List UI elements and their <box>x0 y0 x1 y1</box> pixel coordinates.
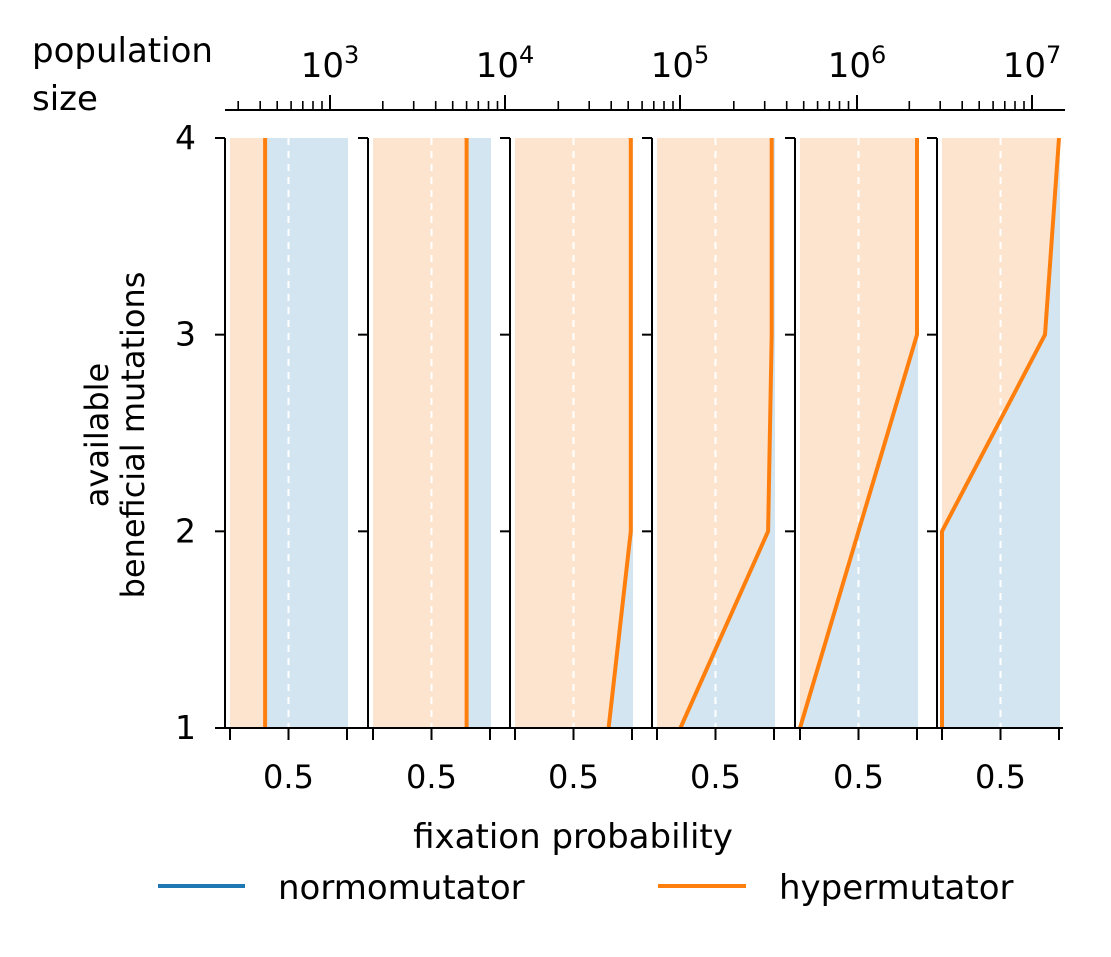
normomutator-area <box>680 138 774 728</box>
hypermutator-area <box>657 138 772 728</box>
y-axis-label-line2: beneficial mutations <box>114 272 152 599</box>
population-size-axis: 103 104 105 106 107 <box>225 41 1065 111</box>
hypermutator-line <box>678 138 774 729</box>
hypermutator-line <box>798 138 919 729</box>
normomutator-area <box>466 138 490 728</box>
x-tick-label: 0.5 <box>833 758 884 796</box>
normomutator-area <box>800 138 917 728</box>
y-axis-label: available beneficial mutations <box>78 272 152 599</box>
top-axis-label-line2: size <box>32 79 98 119</box>
hypermutator-area <box>373 138 467 728</box>
hypermutator-area <box>230 138 266 728</box>
panels: 0.5 0.5 0.5 0.5 0.5 0.5 1 2 3 4 <box>175 118 1063 796</box>
legend-label-normomutator: normomutator <box>278 868 525 908</box>
top-axis-label-line1: population <box>32 31 213 71</box>
x-tick-label: 0.5 <box>975 758 1026 796</box>
top-tick-label: 106 <box>828 41 887 86</box>
x-tick-label: 0.5 <box>406 758 457 796</box>
panel-2: 0.5 <box>358 137 491 796</box>
hypermutator-area <box>515 138 631 728</box>
hypermutator-area <box>942 138 1059 728</box>
hypermutator-line <box>940 137 1061 728</box>
top-tick-label: 105 <box>651 41 710 86</box>
x-axis-label: fixation probability <box>413 817 733 857</box>
top-axis-minor-ticks <box>237 101 1025 110</box>
y-tick-label: 2 <box>175 511 196 550</box>
y-tick-label: 4 <box>175 118 196 157</box>
top-axis-major-ticks: 103 104 105 106 107 <box>301 41 1062 110</box>
y-tick-label: 3 <box>175 315 196 354</box>
normomutator-area <box>265 138 347 728</box>
legend-label-hypermutator: hypermutator <box>779 868 1014 908</box>
y-tick-label: 1 <box>175 708 196 747</box>
panel-1: 0.5 <box>215 137 348 796</box>
panel-6: 0.5 <box>927 137 1061 796</box>
top-tick-label: 103 <box>301 41 360 86</box>
hypermutator-area <box>800 138 917 728</box>
legend: normomutator hypermutator <box>158 868 1014 908</box>
normomutator-area <box>942 138 1059 728</box>
x-tick-label: 0.5 <box>690 758 741 796</box>
panel-3: 0.5 <box>500 137 633 796</box>
x-tick-label: 0.5 <box>548 758 599 796</box>
panel-5: 0.5 <box>785 137 919 796</box>
top-tick-label: 104 <box>476 41 535 86</box>
panel-4: 0.5 <box>642 137 775 796</box>
x-tick-label: 0.5 <box>263 758 314 796</box>
hypermutator-line <box>606 138 633 729</box>
top-tick-label: 107 <box>1003 41 1062 86</box>
y-axis-label-line1: available <box>78 363 116 507</box>
